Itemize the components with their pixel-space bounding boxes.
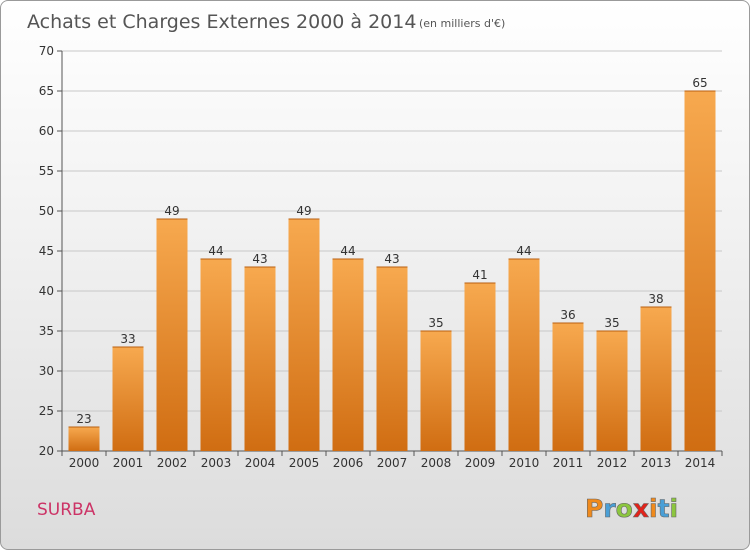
bar (112, 347, 144, 451)
y-tick-label: 55 (39, 164, 54, 178)
data-label: 36 (560, 308, 575, 322)
x-tick-label: 2009 (465, 456, 496, 470)
data-label: 44 (208, 244, 223, 258)
chart-subtitle: (en milliers d'€) (419, 17, 505, 30)
bar (244, 267, 276, 451)
x-tick-label: 2002 (157, 456, 188, 470)
bar (684, 91, 716, 451)
x-tick-label: 2006 (333, 456, 364, 470)
data-label: 49 (164, 204, 179, 218)
x-tick-labels: 2000 2001 2002 2003 2004 2005 2006 2007 2008 2009… (69, 456, 716, 470)
bar (552, 323, 584, 451)
y-tick-label: 25 (39, 404, 54, 418)
bars (68, 90, 716, 451)
x-tick-label: 2007 (377, 456, 408, 470)
y-tick-label: 40 (39, 284, 54, 298)
bar (596, 331, 628, 451)
bar (508, 259, 540, 451)
x-tick-label: 2014 (685, 456, 716, 470)
proxiti-logo: Proxiti (585, 494, 678, 523)
data-label: 33 (120, 332, 135, 346)
x-tick-label: 2003 (201, 456, 232, 470)
y-tick-label: 50 (39, 204, 54, 218)
x-tick-label: 2005 (289, 456, 320, 470)
y-tick-label: 45 (39, 244, 54, 258)
data-label: 44 (516, 244, 531, 258)
data-label: 65 (692, 76, 707, 90)
bar (68, 427, 100, 451)
data-label: 43 (384, 252, 399, 266)
x-tick-label: 2013 (641, 456, 672, 470)
x-tick-label: 2004 (245, 456, 276, 470)
x-tick-label: 2010 (509, 456, 540, 470)
logo-letter: i (649, 494, 658, 523)
logo-letter: i (670, 494, 679, 523)
y-tick-label: 20 (39, 444, 54, 458)
bar (332, 259, 364, 451)
logo-letter: r (603, 494, 616, 523)
data-label: 43 (252, 252, 267, 266)
y-tick-label: 60 (39, 124, 54, 138)
data-label: 44 (340, 244, 355, 258)
bar (640, 307, 672, 451)
x-tick-label: 2011 (553, 456, 584, 470)
commune-name: SURBA (37, 500, 96, 520)
bar (464, 283, 496, 451)
data-label: 35 (604, 316, 619, 330)
bar (200, 259, 232, 451)
y-tick-label: 35 (39, 324, 54, 338)
y-tick-label: 30 (39, 364, 54, 378)
logo-letter: P (585, 494, 603, 523)
data-labels: 23 33 49 44 43 49 44 43 35 41 44 36 35 38 65 (76, 76, 707, 426)
bar (156, 219, 188, 451)
y-tick-label: 70 (39, 44, 54, 58)
bar (376, 267, 408, 451)
chart-title: Achats et Charges Externes 2000 à 2014 (27, 11, 416, 33)
data-label: 49 (296, 204, 311, 218)
x-tick-label: 2000 (69, 456, 100, 470)
bar (288, 219, 320, 451)
data-label: 38 (648, 292, 663, 306)
x-tick-label: 2012 (597, 456, 628, 470)
x-tick-label: 2008 (421, 456, 452, 470)
data-label: 23 (76, 412, 91, 426)
x-tick-label: 2001 (113, 456, 144, 470)
logo-letter: x (633, 494, 649, 523)
data-label: 35 (428, 316, 443, 330)
y-tick-labels: 20 25 30 35 40 45 50 55 60 65 70 (39, 44, 54, 458)
logo-letter: t (658, 494, 670, 523)
y-tick-label: 65 (39, 84, 54, 98)
data-label: 41 (472, 268, 487, 282)
bar (420, 331, 452, 451)
logo-letter: o (616, 494, 633, 523)
